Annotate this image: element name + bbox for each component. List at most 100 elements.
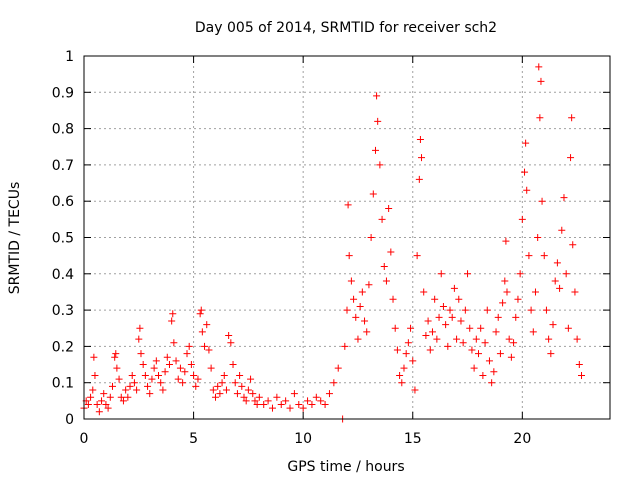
data-point xyxy=(518,215,526,223)
data-point xyxy=(356,302,364,310)
data-point xyxy=(165,361,173,369)
data-point xyxy=(418,154,426,162)
data-point xyxy=(442,321,450,329)
data-point xyxy=(304,397,312,405)
data-point xyxy=(194,375,202,383)
data-point xyxy=(409,357,417,365)
data-points xyxy=(80,63,586,423)
data-point xyxy=(161,368,169,376)
data-point xyxy=(244,386,252,394)
data-point xyxy=(373,92,381,100)
data-point xyxy=(207,364,215,372)
data-point xyxy=(551,277,559,285)
data-point xyxy=(170,339,178,347)
data-point xyxy=(525,252,533,260)
data-point xyxy=(416,135,424,143)
data-point xyxy=(481,339,489,347)
data-point xyxy=(540,252,548,260)
data-point xyxy=(201,342,209,350)
data-point xyxy=(402,350,410,358)
data-point xyxy=(93,400,101,408)
data-point xyxy=(562,270,570,278)
x-tick-label: 15 xyxy=(404,431,422,447)
data-point xyxy=(558,226,566,234)
data-point xyxy=(242,397,250,405)
data-point xyxy=(231,379,239,387)
data-point xyxy=(420,288,428,296)
data-point xyxy=(295,400,303,408)
data-point xyxy=(187,361,195,369)
data-point xyxy=(507,353,515,361)
data-point xyxy=(126,382,134,390)
data-point xyxy=(146,390,154,398)
data-point xyxy=(444,342,452,350)
data-point xyxy=(479,371,487,379)
data-point xyxy=(321,400,329,408)
data-point xyxy=(117,393,125,401)
data-point xyxy=(282,397,290,405)
data-point xyxy=(192,382,200,390)
data-point xyxy=(426,346,434,354)
data-point xyxy=(181,368,189,376)
data-point xyxy=(433,335,441,343)
data-point xyxy=(477,324,485,332)
data-point xyxy=(91,371,99,379)
data-point xyxy=(185,342,193,350)
data-point xyxy=(159,386,167,394)
data-point xyxy=(545,335,553,343)
data-point xyxy=(350,295,358,303)
data-point xyxy=(115,375,123,383)
data-point xyxy=(220,371,228,379)
data-point xyxy=(470,364,478,372)
data-point xyxy=(492,328,500,336)
data-point xyxy=(128,371,136,379)
data-point xyxy=(439,302,447,310)
y-tick-label: 1 xyxy=(65,49,74,65)
data-point xyxy=(163,353,171,361)
data-point xyxy=(354,335,362,343)
data-point xyxy=(398,379,406,387)
data-point xyxy=(155,371,163,379)
data-point xyxy=(413,252,421,260)
data-point xyxy=(472,335,480,343)
data-point xyxy=(216,390,224,398)
data-point xyxy=(459,339,467,347)
data-point xyxy=(502,237,510,245)
x-tick-label: 0 xyxy=(80,431,89,447)
data-point xyxy=(365,281,373,289)
data-point xyxy=(135,335,143,343)
data-point xyxy=(522,139,530,147)
data-point xyxy=(205,346,213,354)
data-point xyxy=(534,234,542,241)
data-point xyxy=(168,317,176,325)
data-point xyxy=(100,390,108,398)
data-point xyxy=(501,277,509,285)
data-point xyxy=(290,390,298,398)
data-point xyxy=(236,371,244,379)
y-tick-label: 0.6 xyxy=(52,194,74,210)
data-point xyxy=(286,404,294,412)
data-point xyxy=(277,400,285,408)
data-point xyxy=(407,324,415,332)
data-point xyxy=(124,393,132,401)
data-point xyxy=(537,77,545,85)
y-tick-label: 0.4 xyxy=(52,267,74,283)
data-point xyxy=(568,114,576,122)
data-point xyxy=(437,270,445,278)
data-point xyxy=(251,397,259,405)
data-point xyxy=(212,393,219,401)
data-point xyxy=(382,277,390,285)
data-point xyxy=(122,386,130,394)
data-point xyxy=(514,295,522,303)
data-point xyxy=(538,197,546,205)
data-point xyxy=(203,321,211,329)
data-point xyxy=(376,161,384,169)
data-point xyxy=(404,339,412,347)
data-point xyxy=(378,215,386,223)
data-point xyxy=(361,317,369,325)
data-point xyxy=(529,328,537,336)
data-point xyxy=(95,408,103,416)
data-point xyxy=(334,364,342,372)
data-point xyxy=(560,194,568,202)
data-point xyxy=(227,339,235,347)
